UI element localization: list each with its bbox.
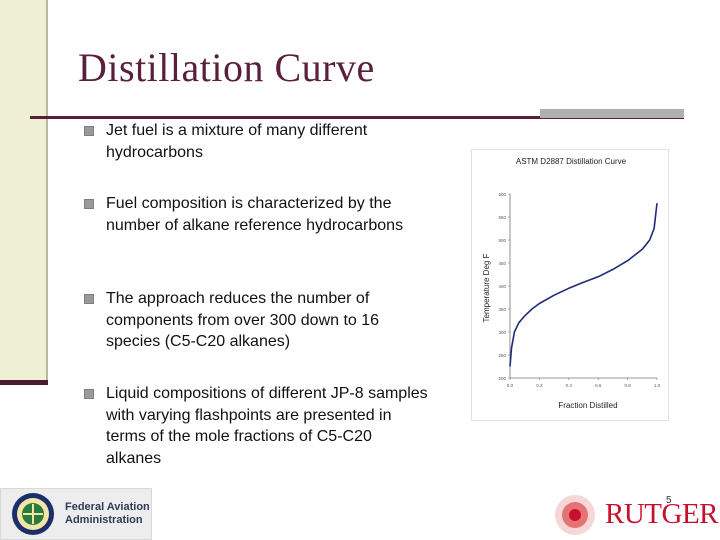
chart-y-tick-label: 300 bbox=[498, 330, 506, 335]
bullet-text: Liquid compositions of different JP-8 sa… bbox=[106, 385, 428, 467]
faa-logo: Federal Aviation Administration bbox=[0, 488, 152, 540]
bullet-square-icon bbox=[84, 199, 94, 209]
chart-x-tick-label: 1.0 bbox=[654, 383, 661, 388]
chart-y-tick-label: 550 bbox=[498, 215, 506, 220]
chart-series-line bbox=[509, 203, 658, 367]
chart-y-tick-label: 250 bbox=[498, 353, 506, 358]
bullet-text: Fuel composition is characterized by the… bbox=[106, 195, 404, 234]
chart-title: ASTM D2887 Distillation Curve bbox=[516, 157, 627, 166]
chart-x-tick-label: 0.4 bbox=[566, 383, 573, 388]
title-underline bbox=[30, 116, 684, 119]
chart-y-tick-label: 500 bbox=[498, 238, 506, 243]
bullet-square-icon bbox=[84, 389, 94, 399]
chart-y-tick-label: 200 bbox=[498, 376, 506, 381]
left-decor-rule bbox=[0, 380, 48, 385]
bullet-text: The approach reduces the number of compo… bbox=[106, 290, 380, 350]
rutgers-wordmark: RUTGERS bbox=[605, 498, 720, 530]
bullet-square-icon bbox=[84, 294, 94, 304]
faa-line-2: Administration bbox=[65, 514, 143, 526]
chart-y-tick-label: 350 bbox=[498, 307, 506, 312]
left-decor-band bbox=[0, 0, 48, 385]
bullet-text: Jet fuel is a mixture of many different … bbox=[106, 122, 368, 161]
chart-y-tick-label: 400 bbox=[498, 284, 506, 289]
distillation-chart: ASTM D2887 Distillation Curve Fraction D… bbox=[471, 149, 669, 421]
chart-x-tick-label: 0.8 bbox=[624, 383, 631, 388]
chart-y-tick-label: 450 bbox=[498, 261, 506, 266]
bullet-item: The approach reduces the number of compo… bbox=[84, 288, 428, 353]
bullet-item: Jet fuel is a mixture of many different … bbox=[84, 120, 428, 163]
faa-wordmark: Federal Aviation Administration bbox=[65, 501, 150, 527]
slide-title: Distillation Curve bbox=[78, 45, 375, 90]
chart-x-tick-label: 0.2 bbox=[536, 383, 543, 388]
bullet-item: Liquid compositions of different JP-8 sa… bbox=[84, 383, 428, 469]
chart-x-tick-label: 0.0 bbox=[507, 383, 514, 388]
chart-y-tick-label: 600 bbox=[498, 192, 506, 197]
rutgers-logo: RUTGERS bbox=[553, 492, 720, 538]
rutgers-starburst-icon bbox=[555, 495, 595, 535]
chart-svg: ASTM D2887 Distillation Curve Fraction D… bbox=[482, 157, 661, 410]
title-accent-bar bbox=[540, 109, 684, 118]
faa-line-1: Federal Aviation bbox=[65, 501, 150, 513]
faa-seal-icon bbox=[12, 493, 54, 535]
chart-y-axis-label: Temperature Deg F bbox=[482, 253, 491, 322]
bullet-square-icon bbox=[84, 126, 94, 136]
page-number: 5 bbox=[666, 495, 672, 506]
chart-x-axis-label: Fraction Distilled bbox=[558, 401, 617, 410]
bullet-item: Fuel composition is characterized by the… bbox=[84, 193, 428, 236]
chart-x-tick-label: 0.6 bbox=[595, 383, 602, 388]
